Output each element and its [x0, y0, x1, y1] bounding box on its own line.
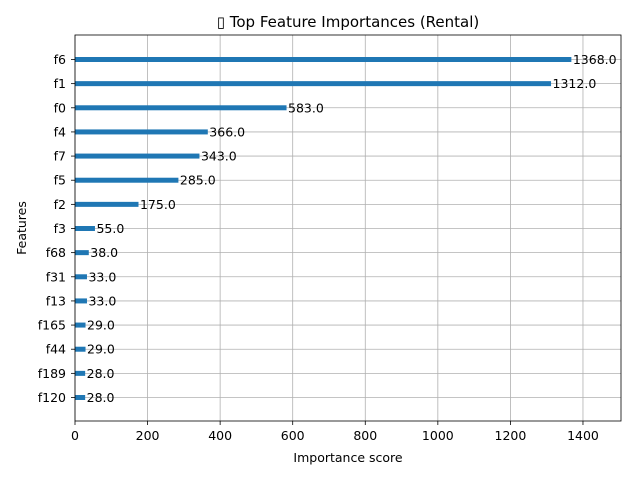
x-tick-label: 1000	[422, 428, 454, 443]
bar-value-label: 38.0	[90, 245, 118, 260]
y-axis-label: Features	[14, 201, 29, 255]
bar	[75, 153, 200, 159]
y-tick-label: f5	[54, 173, 66, 188]
bar-value-label: 343.0	[201, 149, 237, 164]
x-tick-label: 0	[71, 428, 79, 443]
x-tick-label: 200	[136, 428, 160, 443]
y-tick-label: f6	[54, 52, 66, 67]
grid-lines	[74, 35, 621, 421]
bar-value-label: 33.0	[88, 269, 116, 284]
bar	[75, 250, 89, 256]
y-tick-label: f68	[46, 245, 66, 260]
x-tick-label: 400	[208, 428, 232, 443]
bar-value-label: 28.0	[87, 366, 115, 381]
x-tick-label: 1200	[495, 428, 527, 443]
bar-value-label: 1368.0	[573, 52, 617, 67]
y-tick-label: f1	[54, 76, 66, 91]
bar	[75, 177, 179, 183]
bar-value-label: 29.0	[87, 318, 115, 333]
bar-value-label: 1312.0	[553, 76, 597, 91]
bar-value-label: 28.0	[87, 390, 115, 405]
x-tick-label: 1400	[567, 428, 599, 443]
bar	[75, 395, 86, 400]
chart-title: ▯ Top Feature Importances (Rental)	[217, 13, 480, 31]
bar	[75, 370, 86, 376]
bar-value-label: 175.0	[140, 197, 176, 212]
bar-value-label: 583.0	[288, 100, 324, 115]
y-tick-label: f7	[54, 149, 66, 164]
bar	[75, 81, 552, 87]
y-axis-ticks: f6 f1 f0 f4 f7 f5 f2 f3 f68 f31 f13 f165 f44 f189 f120	[38, 52, 75, 405]
bar-value-label: 29.0	[87, 342, 115, 357]
bar-value-label: 55.0	[96, 221, 124, 236]
bar	[75, 105, 287, 111]
y-tick-label: f4	[54, 124, 66, 139]
bar	[75, 322, 86, 328]
y-tick-label: f0	[54, 100, 66, 115]
bars	[75, 57, 572, 400]
y-tick-label: f44	[46, 342, 66, 357]
bar-value-label: 33.0	[88, 293, 116, 308]
bar	[75, 274, 87, 280]
bar	[75, 57, 572, 62]
y-tick-label: f165	[38, 318, 66, 333]
bar-value-label: 285.0	[180, 173, 216, 188]
bar	[75, 226, 95, 231]
bar	[75, 346, 86, 352]
y-tick-label: f2	[54, 197, 66, 212]
x-axis-label: Importance score	[293, 450, 403, 465]
y-tick-label: f13	[46, 293, 66, 308]
bar-value-label: 366.0	[209, 124, 245, 139]
bar	[75, 129, 208, 135]
y-tick-label: f31	[46, 269, 66, 284]
plot-frame	[74, 34, 622, 422]
x-tick-label: 800	[353, 428, 377, 443]
x-axis-ticks: 0 200 400 600 800 1000 1200 1400	[71, 421, 599, 443]
y-tick-label: f189	[38, 366, 66, 381]
y-tick-label: f3	[54, 221, 66, 236]
bar	[75, 201, 139, 207]
x-tick-label: 600	[281, 428, 305, 443]
bar	[75, 298, 87, 304]
data-labels: 1368.0 1312.0 583.0 366.0 343.0 285.0 175.0 55.…	[87, 52, 617, 405]
y-tick-label: f120	[38, 390, 66, 405]
